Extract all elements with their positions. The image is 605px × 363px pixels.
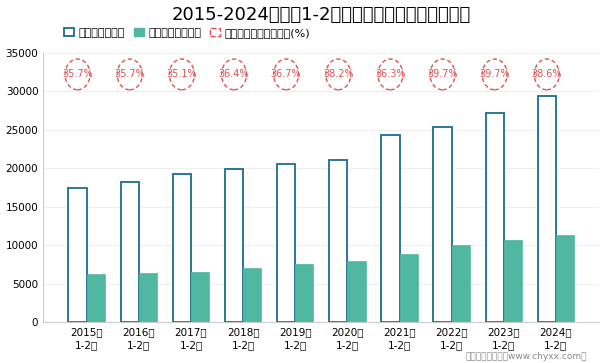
Bar bbox=[504, 240, 522, 322]
Text: 36.4%: 36.4% bbox=[219, 69, 249, 79]
Title: 2015-2024年各年1-2月云南省工业企业资产统计图: 2015-2024年各年1-2月云南省工业企业资产统计图 bbox=[172, 5, 471, 24]
Bar bbox=[486, 113, 504, 322]
Text: 35.7%: 35.7% bbox=[114, 69, 145, 79]
Bar bbox=[433, 127, 452, 322]
Bar bbox=[120, 182, 139, 322]
Bar bbox=[87, 274, 105, 322]
Text: 35.1%: 35.1% bbox=[166, 69, 197, 79]
Text: 35.7%: 35.7% bbox=[62, 69, 93, 79]
Bar bbox=[243, 268, 261, 322]
Bar bbox=[191, 272, 209, 322]
Text: 36.7%: 36.7% bbox=[271, 69, 301, 79]
Bar bbox=[68, 188, 87, 322]
Bar bbox=[538, 96, 556, 322]
Text: 39.7%: 39.7% bbox=[427, 69, 458, 79]
Bar bbox=[329, 160, 347, 322]
Bar bbox=[399, 254, 418, 322]
Bar bbox=[295, 264, 313, 322]
Legend: 总资产（亿元）, 流动资产（亿元）, 流动资产占总资产比率(%): 总资产（亿元）, 流动资产（亿元）, 流动资产占总资产比率(%) bbox=[60, 24, 315, 42]
Bar bbox=[225, 169, 243, 322]
Bar bbox=[381, 135, 399, 322]
Bar bbox=[452, 245, 470, 322]
Bar bbox=[556, 235, 574, 322]
Text: 39.7%: 39.7% bbox=[479, 69, 510, 79]
Bar bbox=[277, 164, 295, 322]
Bar bbox=[347, 261, 365, 322]
Text: 36.3%: 36.3% bbox=[375, 69, 405, 79]
Text: 38.6%: 38.6% bbox=[532, 69, 562, 79]
Bar bbox=[172, 174, 191, 322]
Bar bbox=[139, 273, 157, 322]
Text: 制图：智研咨询（www.chyxx.com）: 制图：智研咨询（www.chyxx.com） bbox=[465, 352, 587, 361]
Text: 38.2%: 38.2% bbox=[323, 69, 353, 79]
